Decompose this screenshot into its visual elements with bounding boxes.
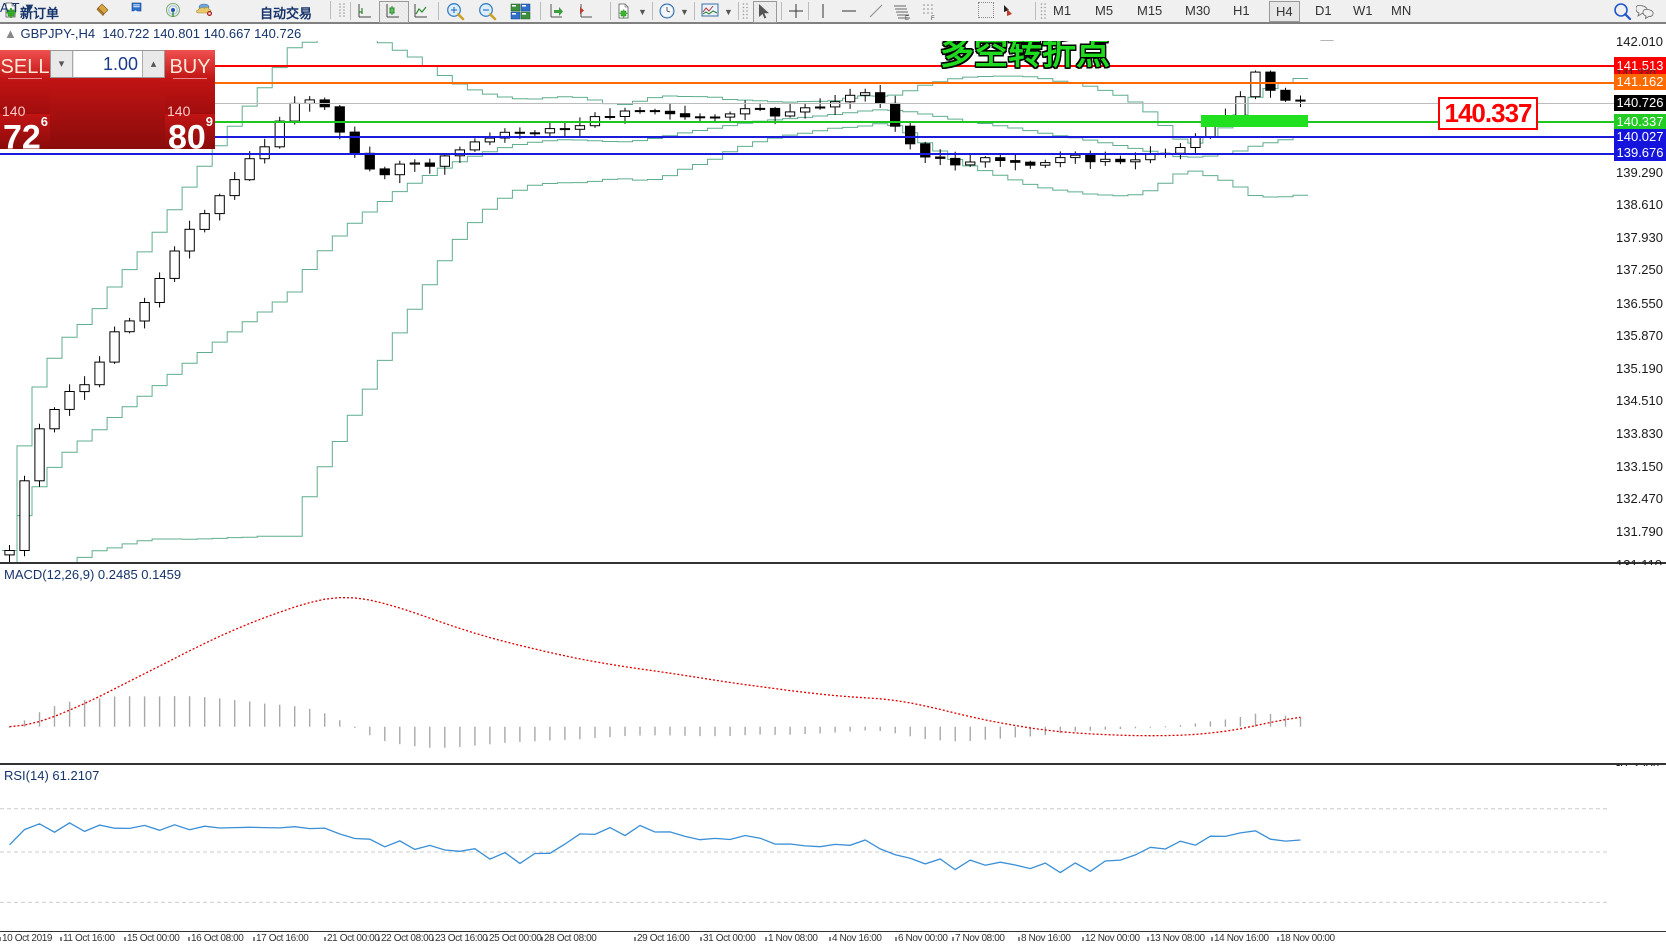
- svg-text:E: E: [905, 16, 909, 21]
- svg-text:F: F: [931, 16, 935, 21]
